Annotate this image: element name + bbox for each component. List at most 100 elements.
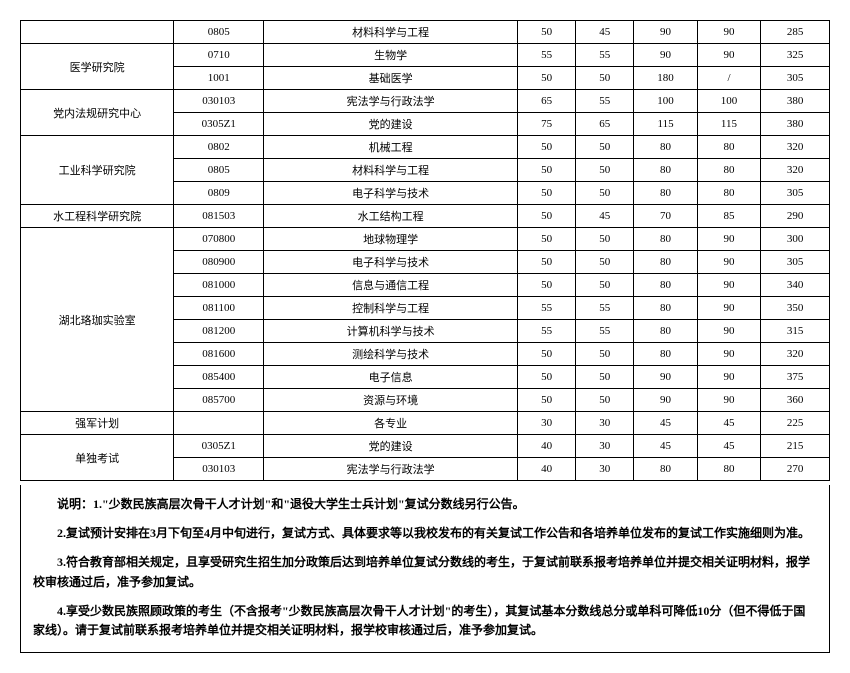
note-1: 说明：1."少数民族高层次骨干人才计划"和"退役大学生士兵计划"复试分数线另行公… xyxy=(33,495,817,514)
cell-c4: 45 xyxy=(576,205,634,228)
cell-c5: 45 xyxy=(634,435,697,458)
cell-c6: 115 xyxy=(697,113,760,136)
cell-c6: 90 xyxy=(697,366,760,389)
cell-c5: 80 xyxy=(634,274,697,297)
dept-cell xyxy=(21,21,174,44)
cell-major: 材料科学与工程 xyxy=(264,21,518,44)
cell-c6: 80 xyxy=(697,458,760,481)
cell-c3: 40 xyxy=(518,435,576,458)
cell-c6: 85 xyxy=(697,205,760,228)
cell-c4: 55 xyxy=(576,297,634,320)
cell-major: 党的建设 xyxy=(264,113,518,136)
cell-c3: 50 xyxy=(518,182,576,205)
cell-c4: 50 xyxy=(576,67,634,90)
cell-c5: 115 xyxy=(634,113,697,136)
cell-c3: 50 xyxy=(518,343,576,366)
cell-c5: 80 xyxy=(634,297,697,320)
cell-c6: 90 xyxy=(697,320,760,343)
cell-code: 081100 xyxy=(174,297,264,320)
cell-c5: 80 xyxy=(634,251,697,274)
cell-c5: 90 xyxy=(634,389,697,412)
cell-code: 0802 xyxy=(174,136,264,159)
cell-c6: 80 xyxy=(697,136,760,159)
cell-c6: 90 xyxy=(697,297,760,320)
cell-major: 电子信息 xyxy=(264,366,518,389)
note-4: 4.享受少数民族照顾政策的考生（不含报考"少数民族高层次骨干人才计划"的考生），… xyxy=(33,602,817,640)
cell-c3: 50 xyxy=(518,21,576,44)
table-row: 工业科学研究院0802机械工程50508080320 xyxy=(21,136,830,159)
cell-c3: 50 xyxy=(518,251,576,274)
cell-c5: 90 xyxy=(634,21,697,44)
cell-c3: 50 xyxy=(518,159,576,182)
cell-major: 资源与环境 xyxy=(264,389,518,412)
cell-code: 030103 xyxy=(174,90,264,113)
cell-major: 水工结构工程 xyxy=(264,205,518,228)
cell-c4: 30 xyxy=(576,458,634,481)
table-row: 强军计划各专业30304545225 xyxy=(21,412,830,435)
cell-code: 081200 xyxy=(174,320,264,343)
cell-c4: 30 xyxy=(576,435,634,458)
cell-c5: 45 xyxy=(634,412,697,435)
cell-c4: 45 xyxy=(576,21,634,44)
cell-c7: 340 xyxy=(761,274,830,297)
cell-code xyxy=(174,412,264,435)
cell-c7: 350 xyxy=(761,297,830,320)
cell-c3: 75 xyxy=(518,113,576,136)
cell-c4: 50 xyxy=(576,389,634,412)
cell-c6: 90 xyxy=(697,21,760,44)
cell-c6: 90 xyxy=(697,44,760,67)
cell-major: 信息与通信工程 xyxy=(264,274,518,297)
table-row: 医学研究院0710生物学55559090325 xyxy=(21,44,830,67)
cell-c3: 50 xyxy=(518,274,576,297)
cell-c7: 225 xyxy=(761,412,830,435)
cell-c5: 80 xyxy=(634,228,697,251)
cell-c7: 305 xyxy=(761,67,830,90)
cell-major: 电子科学与技术 xyxy=(264,251,518,274)
cell-c6: / xyxy=(697,67,760,90)
cell-major: 宪法学与行政法学 xyxy=(264,458,518,481)
table-row: 湖北珞珈实验室070800地球物理学50508090300 xyxy=(21,228,830,251)
document-container: 0805材料科学与工程50459090285医学研究院0710生物学555590… xyxy=(20,20,830,653)
cell-c5: 80 xyxy=(634,136,697,159)
cell-c6: 90 xyxy=(697,228,760,251)
cell-c6: 80 xyxy=(697,182,760,205)
cell-c6: 45 xyxy=(697,435,760,458)
table-row: 0805材料科学与工程50459090285 xyxy=(21,21,830,44)
cell-c6: 90 xyxy=(697,274,760,297)
cell-major: 宪法学与行政法学 xyxy=(264,90,518,113)
dept-cell: 湖北珞珈实验室 xyxy=(21,228,174,412)
cell-c5: 100 xyxy=(634,90,697,113)
cell-c3: 50 xyxy=(518,136,576,159)
dept-cell: 党内法规研究中心 xyxy=(21,90,174,136)
cell-c4: 55 xyxy=(576,90,634,113)
cell-c4: 50 xyxy=(576,182,634,205)
cell-major: 机械工程 xyxy=(264,136,518,159)
cell-major: 电子科学与技术 xyxy=(264,182,518,205)
cell-c7: 315 xyxy=(761,320,830,343)
cell-code: 1001 xyxy=(174,67,264,90)
table-row: 单独考试0305Z1党的建设40304545215 xyxy=(21,435,830,458)
cell-c3: 50 xyxy=(518,205,576,228)
cell-c7: 305 xyxy=(761,251,830,274)
dept-cell: 强军计划 xyxy=(21,412,174,435)
cell-code: 070800 xyxy=(174,228,264,251)
cell-c4: 55 xyxy=(576,320,634,343)
cell-code: 085700 xyxy=(174,389,264,412)
cell-c6: 90 xyxy=(697,389,760,412)
cell-major: 基础医学 xyxy=(264,67,518,90)
cell-c5: 80 xyxy=(634,343,697,366)
cell-major: 计算机科学与技术 xyxy=(264,320,518,343)
cell-c7: 300 xyxy=(761,228,830,251)
cell-c5: 90 xyxy=(634,366,697,389)
cell-c5: 70 xyxy=(634,205,697,228)
cell-c3: 50 xyxy=(518,389,576,412)
cell-c7: 285 xyxy=(761,21,830,44)
cell-c3: 50 xyxy=(518,366,576,389)
notes-section: 说明：1."少数民族高层次骨干人才计划"和"退役大学生士兵计划"复试分数线另行公… xyxy=(20,485,830,653)
cell-c7: 320 xyxy=(761,159,830,182)
cell-major: 测绘科学与技术 xyxy=(264,343,518,366)
dept-cell: 水工程科学研究院 xyxy=(21,205,174,228)
cell-c5: 80 xyxy=(634,320,697,343)
cell-c3: 55 xyxy=(518,44,576,67)
cell-c4: 50 xyxy=(576,136,634,159)
